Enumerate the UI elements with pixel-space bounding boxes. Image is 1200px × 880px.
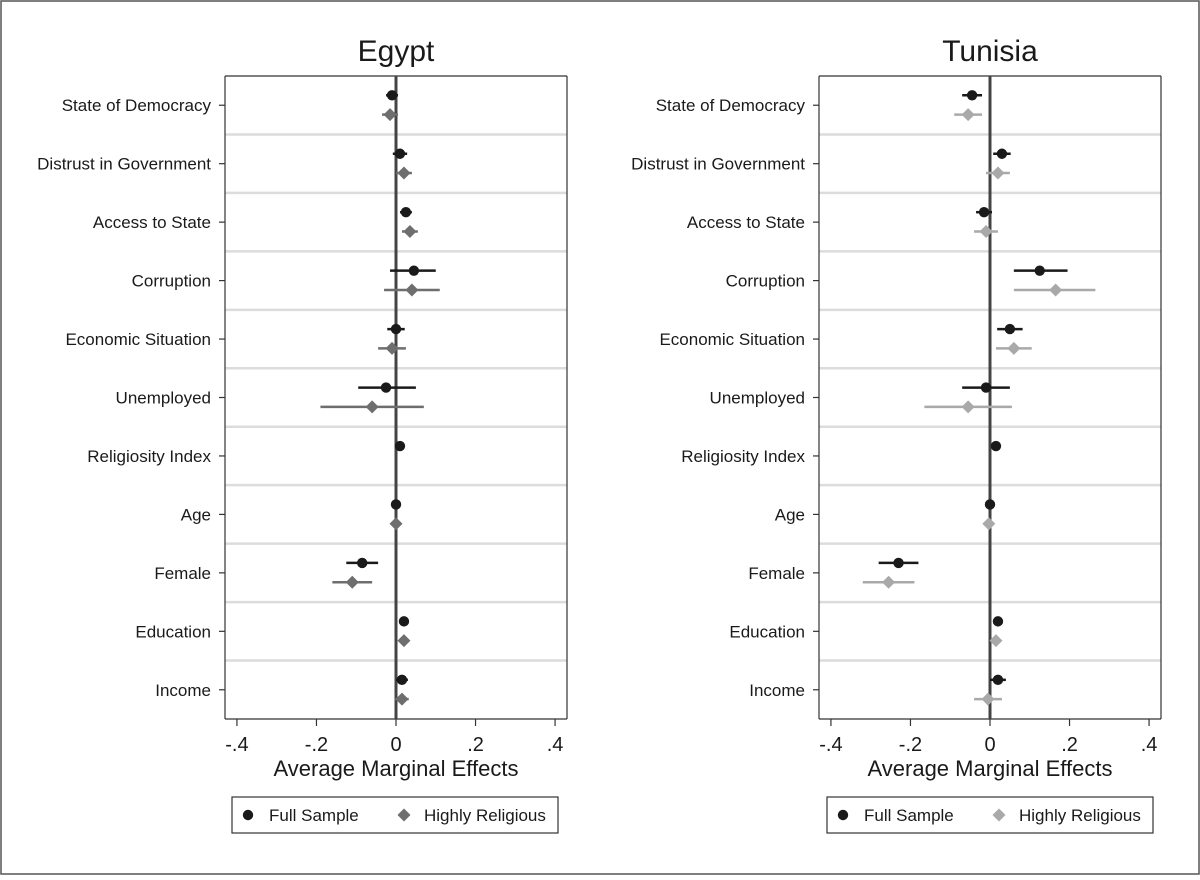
point-estimate-marker (356, 557, 368, 569)
x-tick-label: -.2 (899, 734, 922, 756)
legend-label: Full Sample (269, 806, 359, 825)
y-tick-label: Age (181, 505, 211, 524)
point-estimate-marker (991, 166, 1005, 180)
y-tick-label: Access to State (687, 213, 805, 232)
panel-tunisia: Tunisia State of Democracy Distrust in Gov… (631, 35, 1162, 834)
x-tick-label: 0 (984, 734, 995, 756)
y-tick-label: Access to State (93, 213, 211, 232)
point-estimate-marker (1034, 265, 1045, 276)
point-estimate-marker (1007, 341, 1021, 355)
y-tick-label: Female (748, 564, 805, 583)
panel-title: Tunisia (942, 35, 1038, 68)
point-estimate-marker (397, 634, 411, 648)
x-tick-label: -.2 (305, 734, 328, 756)
x-axis-title: Average Marginal Effects (274, 756, 519, 781)
point-estimate-marker (961, 108, 975, 122)
y-tick-label: Distrust in Government (37, 155, 211, 174)
y-tick-label: Education (135, 622, 211, 641)
point-estimate-marker (403, 224, 417, 238)
point-estimate-marker (395, 692, 409, 706)
y-tick-label: Corruption (726, 272, 805, 291)
point-estimate-marker (981, 692, 995, 706)
point-estimate-marker (386, 90, 398, 101)
point-estimate-marker (389, 517, 403, 531)
point-estimate-marker (990, 440, 1002, 452)
point-estimate-marker (978, 206, 990, 218)
x-tick-label: .2 (467, 734, 484, 756)
legend-marker-circle (837, 809, 849, 821)
point-estimate-marker (992, 674, 1004, 686)
y-tick-label: Age (775, 505, 805, 524)
point-estimate-marker (398, 616, 410, 627)
panel-title: Egypt (358, 35, 435, 68)
legend-box (231, 796, 559, 834)
y-tick-label: Corruption (132, 272, 211, 291)
y-tick-label: Unemployed (116, 389, 211, 408)
x-tick-label: .4 (1141, 734, 1158, 756)
point-estimate-marker (396, 674, 408, 686)
legend-label: Highly Religious (1019, 806, 1141, 825)
point-estimate-marker (966, 90, 978, 101)
point-estimate-marker (992, 616, 1004, 627)
legend-marker-circle (242, 809, 254, 821)
point-estimate-marker (882, 575, 896, 589)
point-estimate-marker (390, 499, 402, 510)
legend: Full Sample Highly Religious (826, 796, 1154, 834)
panel-egypt: Egypt State of Democracy Distrust in Gover… (37, 35, 568, 834)
point-estimate-marker (979, 224, 993, 238)
point-estimate-marker (996, 148, 1008, 159)
point-estimate-marker (893, 557, 904, 569)
y-tick-label: Female (154, 564, 211, 583)
x-tick-label: 0 (390, 734, 401, 756)
x-tick-label: .4 (547, 734, 564, 756)
point-estimate-marker (405, 283, 419, 297)
x-tick-label: .2 (1061, 734, 1078, 756)
point-estimate-marker (984, 499, 996, 510)
y-tick-label: Religiosity Index (681, 447, 805, 466)
legend-marker-diamond (992, 808, 1006, 822)
point-estimate-marker (982, 517, 996, 531)
y-tick-label: State of Democracy (62, 96, 212, 115)
y-tick-label: Religiosity Index (87, 447, 211, 466)
point-estimate-marker (961, 400, 975, 414)
y-tick-label: Economic Situation (65, 330, 211, 349)
point-estimate-marker (394, 440, 406, 452)
point-estimate-marker (394, 148, 406, 159)
y-tick-label: Distrust in Government (631, 155, 805, 174)
y-tick-label: Income (155, 681, 211, 700)
point-estimate-marker (408, 265, 420, 276)
point-estimate-marker (385, 341, 399, 355)
point-estimate-marker (400, 206, 412, 218)
legend-label: Highly Religious (424, 806, 546, 825)
legend: Full Sample Highly Religious (231, 796, 559, 834)
point-estimate-marker (1004, 323, 1016, 335)
y-tick-label: Economic Situation (659, 330, 805, 349)
y-tick-label: Education (729, 622, 805, 641)
x-tick-label: -.4 (819, 734, 842, 756)
point-estimate-marker (397, 166, 411, 180)
legend-label: Full Sample (864, 806, 954, 825)
x-tick-label: -.4 (225, 734, 248, 756)
point-estimate-marker (380, 382, 392, 393)
point-estimate-marker (345, 575, 359, 589)
point-estimate-marker (1049, 283, 1063, 297)
y-tick-label: Income (749, 681, 805, 700)
y-tick-label: Unemployed (710, 389, 805, 408)
point-estimate-marker (989, 634, 1003, 648)
point-estimate-marker (365, 400, 379, 414)
y-tick-label: State of Democracy (656, 96, 806, 115)
point-estimate-marker (383, 108, 397, 122)
legend-box (826, 796, 1154, 834)
x-axis-title: Average Marginal Effects (868, 756, 1113, 781)
legend-marker-diamond (397, 808, 411, 822)
point-estimate-marker (980, 382, 992, 393)
point-estimate-marker (390, 323, 402, 335)
